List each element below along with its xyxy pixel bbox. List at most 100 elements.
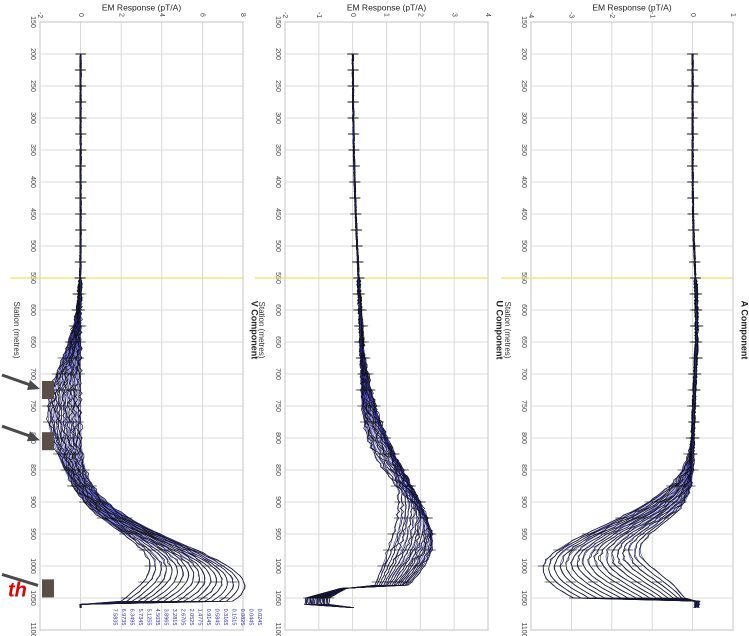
channel-label: 6.3495	[129, 609, 135, 626]
panel-u-component: -2 -1 0 1 2 3 41502002503003504004505005506006…	[255, 2, 505, 636]
station-tick-label: 200	[29, 48, 36, 60]
station-tick-label: 800	[274, 432, 281, 444]
station-tick-label: 650	[520, 336, 527, 348]
station-tick-label: 300	[520, 112, 527, 124]
model-curve	[542, 54, 699, 608]
observed-curve	[323, 54, 413, 608]
resp-tick-label: -4	[527, 12, 534, 18]
station-tick-label: 750	[274, 400, 281, 412]
station-tick-label: 1050	[29, 590, 36, 606]
resp-tick-label: 1	[383, 13, 390, 17]
channel-label: 0.1515	[231, 609, 237, 626]
station-tick-label: 400	[29, 176, 36, 188]
station-tick-label: 650	[274, 336, 281, 348]
station-tick-label: 850	[520, 464, 527, 476]
observed-curve	[638, 53, 699, 608]
model-curve	[582, 54, 699, 608]
model-curve	[554, 54, 699, 608]
station-tick-label: 900	[520, 496, 527, 508]
station-tick-label: 600	[29, 304, 36, 316]
observed-curve	[323, 53, 410, 608]
channel-label: 1.4775	[197, 609, 203, 626]
resp-tick-label: 2	[117, 13, 124, 17]
channel-label: 0.5845	[214, 609, 220, 626]
resp-tick-label: 4	[484, 13, 491, 17]
observed-curve	[326, 53, 405, 608]
observed-curve	[325, 53, 407, 608]
channel-label: 0.0245	[256, 609, 262, 626]
station-tick-label: 650	[29, 336, 36, 348]
observed-curve	[542, 53, 699, 608]
component-label: U Component	[495, 301, 505, 360]
resp-tick-label: 3	[450, 13, 457, 17]
station-tick-label: 350	[520, 144, 527, 156]
station-tick-label: 1100	[29, 622, 36, 636]
observed-curve	[581, 53, 699, 608]
resp-tick-label: 1	[729, 13, 736, 17]
annotations: th	[1, 373, 54, 601]
channel-label: 3.8965	[163, 609, 169, 626]
channel-label: 0.0825	[239, 609, 245, 626]
model-curve	[577, 54, 699, 608]
model-curve	[321, 54, 415, 608]
station-tick-label: 300	[274, 112, 281, 124]
station-tick-label: 950	[29, 528, 36, 540]
station-tick-label: 400	[520, 176, 527, 188]
resp-tick-label: 0	[77, 13, 84, 17]
channel-label: 0.0445	[248, 609, 254, 626]
station-tick-label: 250	[29, 80, 36, 92]
station-tick-label: 1100	[274, 622, 281, 636]
model-curve	[74, 54, 228, 608]
station-tick-label: 750	[520, 400, 527, 412]
station-tick-label: 700	[274, 368, 281, 380]
model-curve	[78, 54, 240, 608]
station-tick-label: 950	[274, 528, 281, 540]
resp-tick-label: 0	[689, 13, 696, 17]
model-curve	[327, 54, 403, 608]
model-curve	[70, 54, 217, 608]
station-tick-label: 500	[520, 240, 527, 252]
observed-curve	[327, 53, 401, 608]
channel-label: 7.5835	[112, 609, 118, 626]
observed-curve	[304, 53, 434, 608]
station-tick-label: 150	[274, 16, 281, 28]
channel-label: 0.3165	[222, 609, 228, 626]
component-label: A Component	[740, 301, 749, 360]
observed-curve	[78, 53, 246, 608]
station-tick-label: 500	[29, 240, 36, 252]
station-tick-label: 1000	[274, 558, 281, 574]
observed-curve	[316, 53, 422, 608]
station-tick-label: 250	[520, 80, 527, 92]
chart-title: EM Response (pT/A)	[347, 2, 427, 12]
resp-tick-label: -2	[281, 12, 288, 18]
arrow-head	[27, 380, 40, 390]
station-tick-label: 600	[520, 304, 527, 316]
red-annotation-text: th	[8, 579, 27, 601]
station-tick-label: 850	[29, 464, 36, 476]
station-tick-label: 450	[274, 208, 281, 220]
observed-curve	[553, 53, 699, 608]
station-tick-label: 400	[274, 176, 281, 188]
station-tick-label: 1000	[520, 558, 527, 574]
resp-tick-label: 6	[199, 13, 206, 17]
target-box	[42, 432, 54, 451]
station-tick-label: 900	[29, 496, 36, 508]
resp-tick-label: 0	[349, 13, 356, 17]
observed-curve	[72, 53, 228, 608]
observed-curve	[313, 53, 427, 608]
channel-label: 5.1255	[146, 609, 152, 626]
station-tick-label: 450	[29, 208, 36, 220]
channel-label: 5.7345	[137, 609, 143, 626]
model-curve	[80, 54, 245, 608]
model-curve	[307, 54, 432, 608]
station-tick-label: 1050	[520, 590, 527, 606]
channel-label: 0.9145	[205, 609, 211, 626]
station-axis-label: Station (metres)	[12, 302, 21, 359]
resp-tick-label: 2	[416, 13, 423, 17]
observed-curve	[68, 53, 217, 608]
channel-label: 2.0525	[188, 609, 194, 626]
observed-curve	[320, 53, 416, 608]
resp-tick-label: -2	[608, 12, 615, 18]
observed-curve	[76, 53, 240, 608]
observed-curve	[71, 53, 223, 608]
